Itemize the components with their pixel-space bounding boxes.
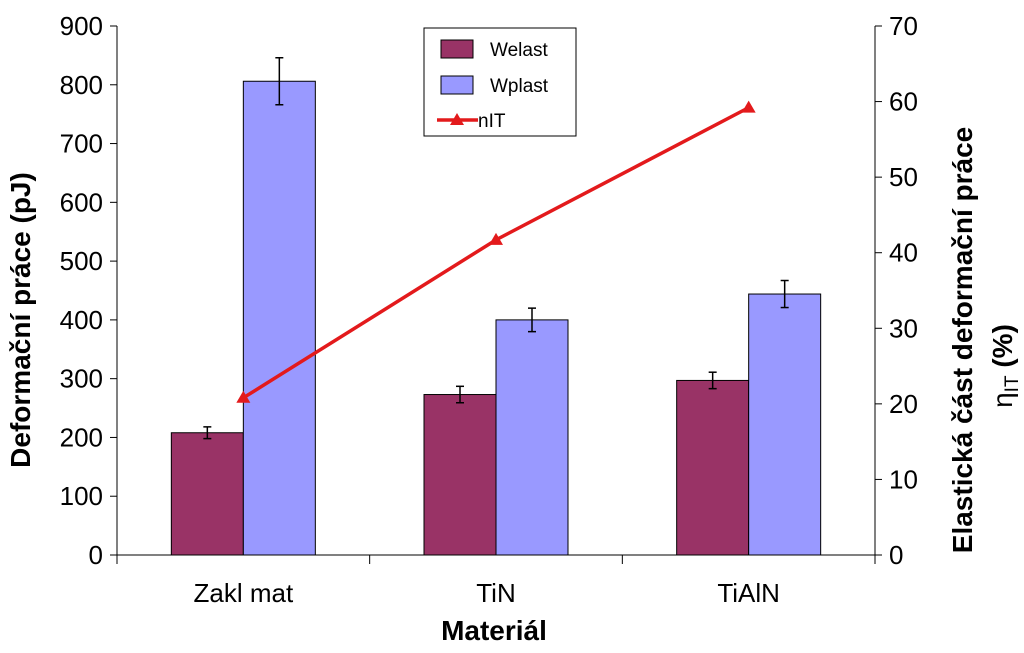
x-tick-label: TiAlN: [717, 578, 780, 608]
y2-axis-subtitle: ηIT (%): [987, 324, 1023, 408]
y-tick-label: 500: [60, 246, 103, 276]
y2-tick-label: 0: [889, 540, 903, 570]
y-tick-label: 400: [60, 305, 103, 335]
bar-welast: [676, 379, 750, 556]
y-tick-label: 200: [60, 422, 103, 452]
bar-wplast: [242, 80, 316, 556]
y-tick-label: 700: [60, 129, 103, 159]
y2-tick-label: 70: [889, 11, 918, 41]
bar-welast: [423, 394, 497, 556]
y2-tick-label: 60: [889, 87, 918, 117]
bar-wplast: [495, 319, 569, 556]
y-tick-label: 0: [89, 540, 103, 570]
y-axis-title: Deformační práce (pJ): [5, 172, 36, 468]
x-axis-title: Materiál: [441, 615, 547, 646]
line-series: [236, 100, 756, 403]
bars: [170, 80, 822, 556]
y-tick-label: 100: [60, 481, 103, 511]
x-tick-label: TiN: [476, 578, 515, 608]
y-tick-label: 800: [60, 70, 103, 100]
marker-nit: [741, 100, 756, 113]
error-bars: [203, 56, 789, 440]
legend: Welast Wplast nIT: [423, 27, 577, 137]
legend-label-wplast: Wplast: [490, 76, 549, 97]
legend-swatch-welast: [440, 39, 474, 59]
bar-welast: [170, 432, 244, 556]
y-tick-label: 900: [60, 11, 103, 41]
legend-label-welast: Welast: [490, 40, 548, 61]
y-tick-label: 300: [60, 364, 103, 394]
y2-tick-label: 20: [889, 389, 918, 419]
y2-tick-label: 30: [889, 313, 918, 343]
y-tick-label: 600: [60, 187, 103, 217]
y2-tick-label: 50: [889, 162, 918, 192]
legend-label-nit: nIT: [478, 111, 506, 132]
y2-axis-unit: (%): [987, 324, 1018, 375]
y2-axis-symbol: η: [987, 392, 1018, 408]
y2-tick-label: 10: [889, 464, 918, 494]
y2-tick-label: 40: [889, 238, 918, 268]
legend-marker-nit: [450, 113, 464, 125]
bar-wplast: [748, 293, 822, 556]
legend-swatch-wplast: [440, 75, 474, 95]
marker-nit: [236, 390, 251, 403]
x-tick-label: Zakl mat: [193, 578, 293, 608]
axes: 0 100 200 300 400 500 600 700 800 900 0 10 20 30 40 50 6…: [60, 11, 918, 608]
marker-nit: [489, 232, 503, 245]
y2-axis-title: Elastická část deformační práce: [947, 127, 978, 553]
y2-axis-subscript: IT: [1002, 375, 1023, 392]
